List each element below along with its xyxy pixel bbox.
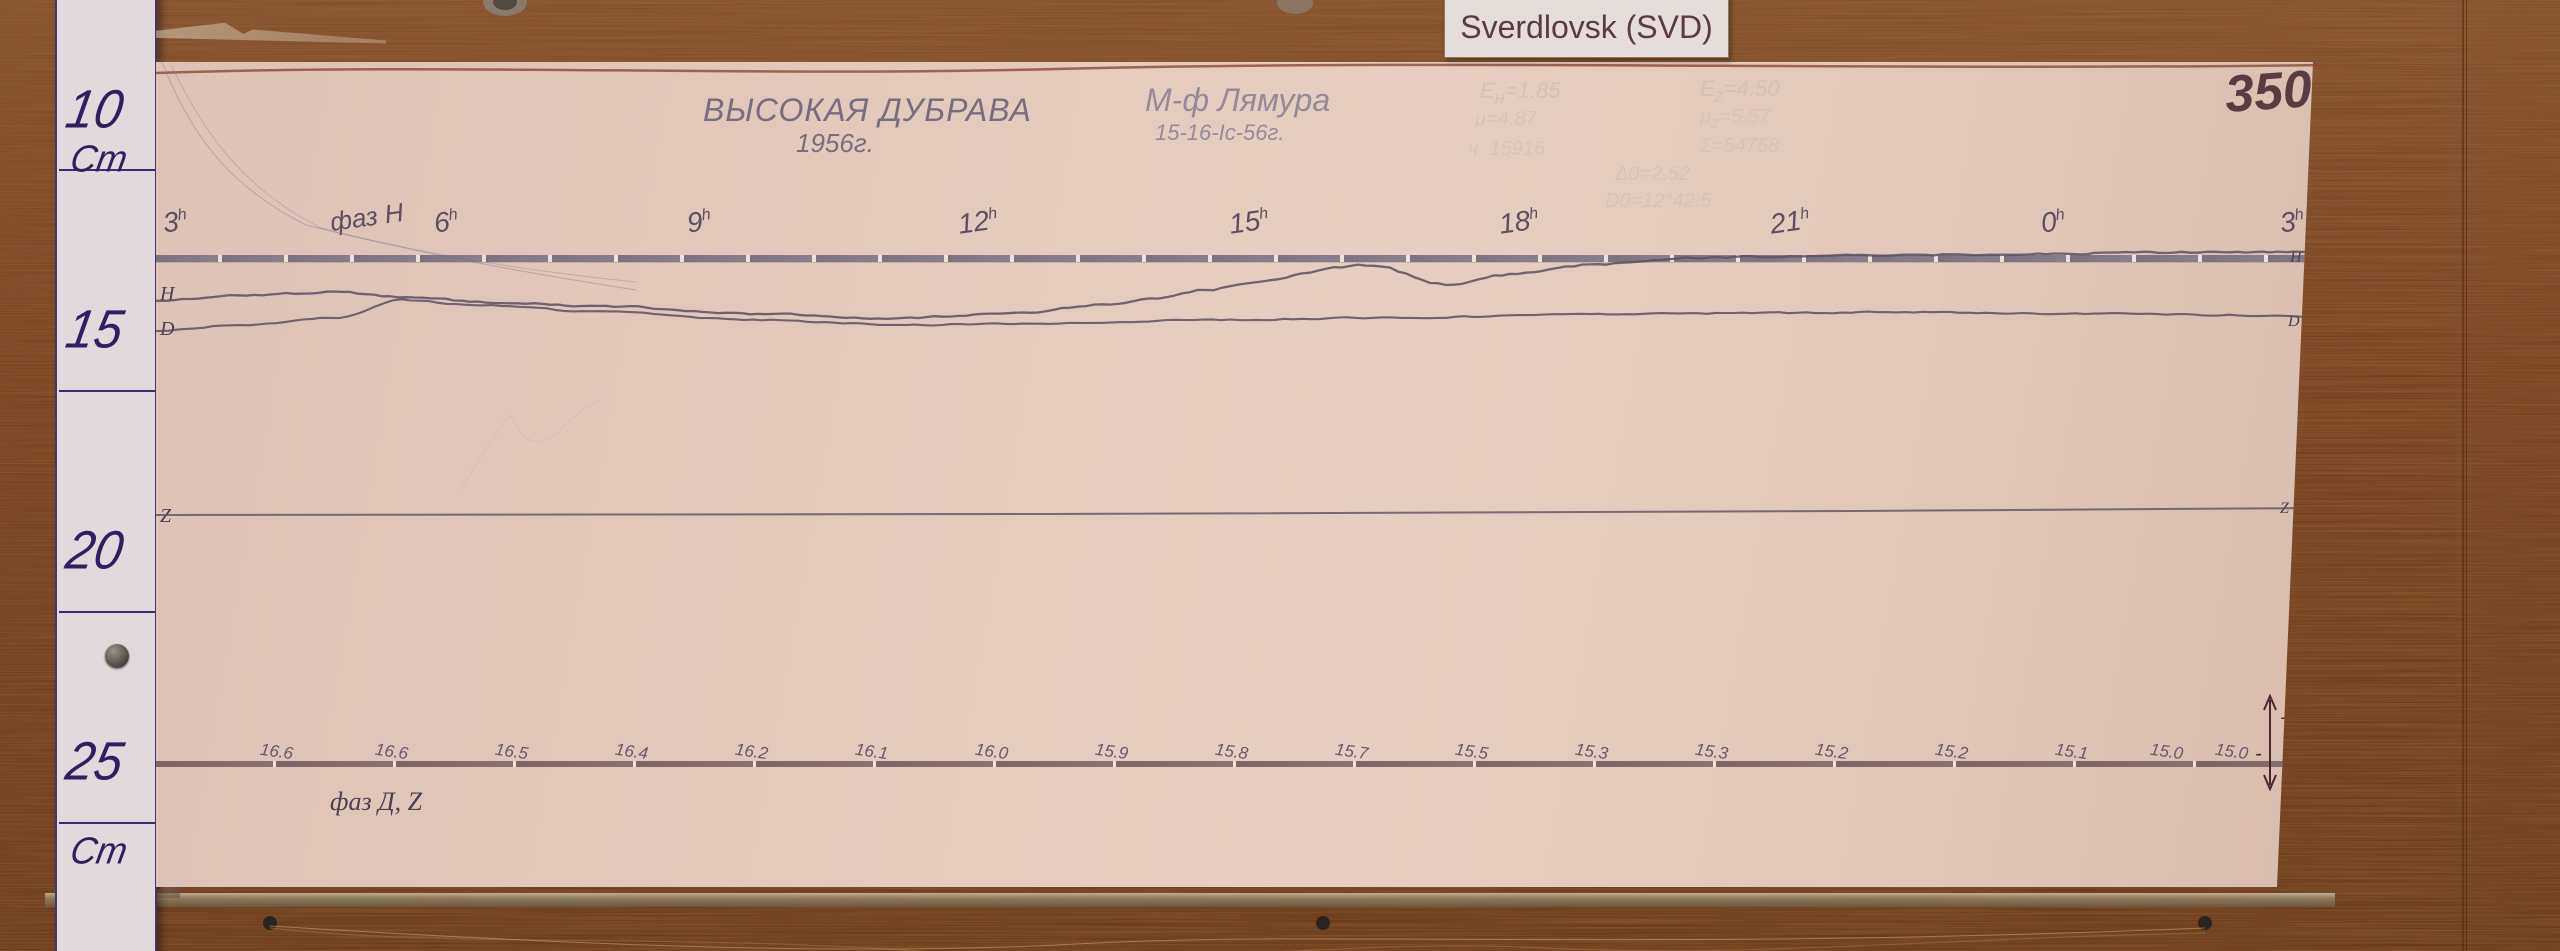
svg-text:+: + bbox=[2280, 708, 2292, 730]
svg-text:-: - bbox=[2255, 743, 2262, 765]
